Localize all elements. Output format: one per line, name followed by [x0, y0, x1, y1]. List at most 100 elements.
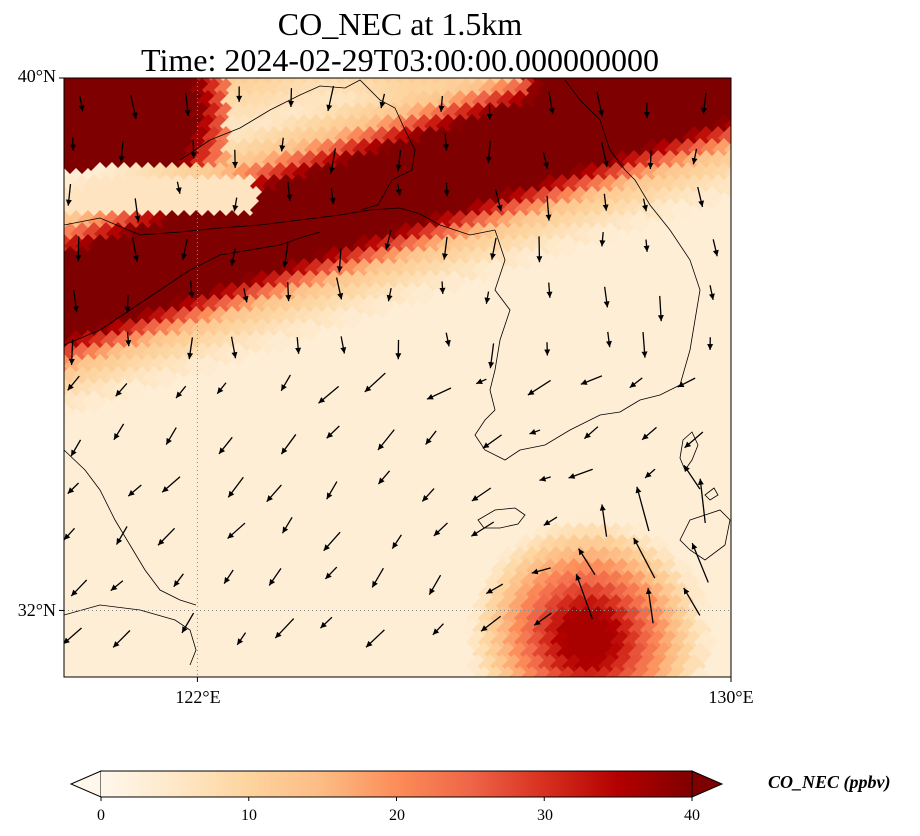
field-cell	[124, 378, 148, 402]
wind-arrow	[175, 181, 182, 194]
wind-arrow	[633, 537, 656, 579]
colorbar-tick-20: 20	[389, 807, 405, 824]
wind-arrow	[677, 377, 696, 388]
wind-arrow	[683, 464, 701, 490]
wind-arrow	[645, 587, 654, 624]
wind-arrow	[701, 92, 708, 115]
wind-arrow	[236, 86, 243, 102]
field-cell	[286, 54, 310, 78]
field-cell	[40, 306, 64, 330]
field-cell	[40, 234, 64, 258]
field-cell	[718, 54, 742, 78]
wind-arrow	[124, 295, 131, 313]
wind-arrow	[295, 337, 302, 354]
wind-arrow	[488, 343, 495, 369]
wind-arrow	[288, 88, 295, 107]
field-cell	[358, 54, 382, 78]
field-cell	[730, 161, 731, 163]
wind-arrow	[580, 375, 603, 385]
field-cell	[118, 54, 142, 78]
coastline-segment	[474, 229, 521, 461]
field-cell	[586, 54, 610, 78]
field-cell	[226, 54, 250, 78]
wind-arrow	[644, 468, 656, 479]
wind-arrow	[218, 436, 233, 455]
wind-arrow	[285, 281, 292, 302]
field-cell	[382, 54, 406, 78]
wind-arrow	[395, 183, 402, 196]
wind-arrow	[127, 484, 142, 497]
wind-arrow	[223, 569, 234, 584]
wind-arrow	[684, 431, 704, 449]
field-cell	[40, 186, 64, 210]
wind-arrow	[67, 375, 80, 391]
field-cell	[214, 54, 238, 78]
field-cell	[310, 54, 334, 78]
coastline-segment	[624, 169, 701, 386]
wind-arrow	[318, 385, 340, 404]
wind-arrow	[113, 423, 125, 441]
coastline-segment	[564, 79, 626, 171]
wind-arrow	[165, 427, 177, 445]
wind-arrow	[232, 149, 239, 168]
wind-arrow	[242, 288, 249, 303]
field-cell	[274, 54, 298, 78]
field-cell	[40, 210, 64, 234]
wind-arrow	[486, 104, 493, 120]
wind-arrow	[216, 382, 227, 395]
wind-arrow	[395, 150, 402, 172]
wind-arrow	[377, 470, 391, 485]
wind-arrow	[175, 385, 187, 399]
wind-arrow	[601, 141, 609, 168]
field-cell	[40, 258, 64, 282]
field-cell	[718, 174, 731, 198]
wind-arrow	[230, 336, 238, 359]
wind-arrow	[229, 248, 236, 266]
field-cell	[196, 354, 220, 378]
colorbar-tick-10: 10	[241, 807, 257, 824]
wind-arrow	[542, 151, 549, 169]
wind-arrow	[599, 232, 606, 247]
wind-arrow	[697, 478, 706, 523]
field-cell	[730, 137, 731, 139]
field-cell	[538, 54, 562, 78]
wind-arrow	[266, 484, 282, 503]
wind-arrow	[425, 430, 437, 445]
coastline-segment	[519, 384, 681, 451]
jeju-island	[477, 507, 526, 529]
wind-arrow	[384, 230, 392, 250]
wind-arrow	[642, 198, 648, 212]
field-cell	[634, 54, 658, 78]
map-title-line1: CO_NEC at 1.5km	[277, 6, 523, 42]
wind-arrow	[539, 475, 551, 482]
field-cell	[238, 54, 262, 78]
wind-arrow	[603, 286, 610, 308]
wind-arrow	[641, 426, 657, 441]
field-cell	[406, 54, 430, 78]
wind-arrow	[527, 379, 551, 396]
wind-arrow	[65, 184, 72, 206]
wind-arrow	[439, 281, 446, 294]
field-cell	[40, 330, 64, 354]
field-cell	[82, 390, 106, 414]
colorbar	[69, 770, 724, 801]
wind-arrow	[118, 141, 125, 163]
field-cell	[40, 114, 64, 138]
wind-arrow	[340, 336, 347, 354]
colorbar-tick-40: 40	[684, 807, 700, 824]
field-cell	[298, 54, 322, 78]
field-cell	[484, 258, 508, 282]
wind-arrow	[475, 378, 487, 385]
field-cell	[94, 54, 118, 78]
wind-arrow	[485, 583, 504, 595]
field-cell	[412, 282, 436, 306]
y-tick-label-40n: 40°N	[17, 66, 56, 86]
field-cell	[454, 54, 478, 78]
wind-arrow	[371, 567, 384, 588]
wind-arrow	[227, 476, 244, 498]
field-cell	[202, 54, 226, 78]
wind-arrow	[64, 627, 82, 645]
field-cell	[670, 54, 694, 78]
field-cell	[466, 54, 490, 78]
wind-arrow	[708, 285, 715, 301]
